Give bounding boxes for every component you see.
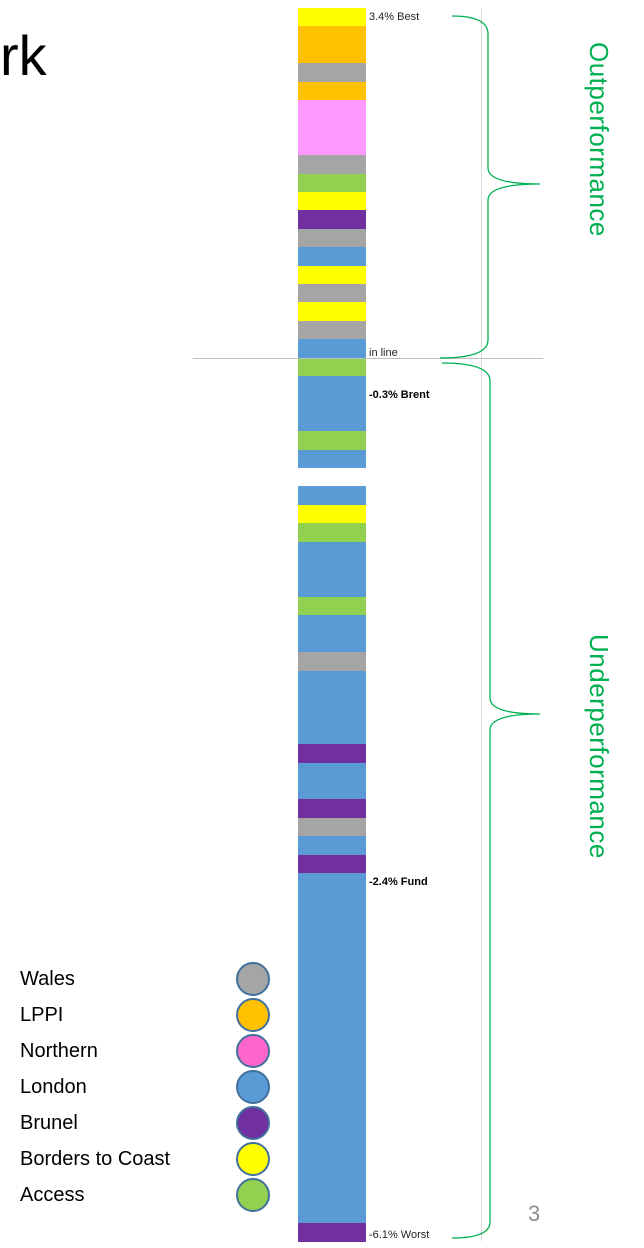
bar-segment-borders-to-coast bbox=[298, 504, 366, 524]
pink-circle-icon bbox=[236, 1034, 270, 1068]
bar-segment-lppi bbox=[298, 81, 366, 101]
bar-segment-london bbox=[298, 836, 366, 856]
bar-segment-london bbox=[298, 486, 366, 506]
bar-segment-wales bbox=[298, 284, 366, 304]
purple-circle-icon bbox=[236, 1106, 270, 1140]
slide-title-fragment: rk bbox=[0, 24, 47, 87]
bar-segment-brunel bbox=[298, 210, 366, 230]
bar-segment-london bbox=[298, 670, 366, 745]
ranked-bar-stack bbox=[298, 8, 366, 1242]
outperformance-label: Outperformance bbox=[584, 42, 614, 237]
bar-segment-access bbox=[298, 523, 366, 543]
page-number: 3 bbox=[528, 1201, 541, 1226]
bar-segment-wales bbox=[298, 155, 366, 175]
bar-segment-borders-to-coast bbox=[298, 302, 366, 322]
legend-label-london: London bbox=[20, 1076, 87, 1098]
legend-label-wales: Wales bbox=[20, 968, 75, 990]
worst-marker-label: -6.1% Worst bbox=[369, 1229, 430, 1241]
bar-segment-northern bbox=[298, 100, 366, 156]
in-line-divider bbox=[193, 358, 543, 359]
bar-segment-brunel bbox=[298, 854, 366, 874]
bar-segment-london bbox=[298, 762, 366, 800]
bar-segment-borders-to-coast bbox=[298, 192, 366, 212]
bar-segment-london bbox=[298, 615, 366, 653]
bar-segment-wales bbox=[298, 652, 366, 672]
bar-segment-london bbox=[298, 449, 366, 469]
orange-circle-icon bbox=[236, 998, 270, 1032]
blue-circle-icon bbox=[236, 1070, 270, 1104]
bar-segment-access bbox=[298, 357, 366, 377]
bar-segment-london bbox=[298, 376, 366, 432]
bar-segment-borders-to-coast bbox=[298, 265, 366, 285]
best-marker-label: 3.4% Best bbox=[369, 11, 420, 23]
bar-segment-london bbox=[298, 872, 366, 1224]
inline-marker-label: in line bbox=[369, 347, 398, 359]
underperformance-label: Underperformance bbox=[584, 634, 614, 859]
bar-segment-access bbox=[298, 431, 366, 451]
yellow-circle-icon bbox=[236, 1142, 270, 1176]
bar-segment-london bbox=[298, 339, 366, 359]
bar-segment-brunel bbox=[298, 1222, 366, 1242]
bar-segment-access bbox=[298, 596, 366, 616]
bar-segment-brunel bbox=[298, 799, 366, 819]
brent-marker-label: -0.3% Brent bbox=[369, 389, 430, 401]
bar-segment-wales bbox=[298, 228, 366, 248]
bar-segment-lppi bbox=[298, 26, 366, 64]
legend-label-brunel: Brunel bbox=[20, 1112, 78, 1134]
bar-segment-wales bbox=[298, 63, 366, 83]
legend-label-access: Access bbox=[20, 1184, 85, 1206]
bar-segment-wales bbox=[298, 320, 366, 340]
gray-circle-icon bbox=[236, 962, 270, 996]
vertical-gridline bbox=[481, 8, 482, 1241]
underperformance-bracket bbox=[441, 362, 541, 1239]
bar-segment-borders-to-coast bbox=[298, 8, 366, 27]
bar-segment-london bbox=[298, 247, 366, 267]
bar-segment-london bbox=[298, 541, 366, 598]
legend-label-northern: Northern bbox=[20, 1040, 98, 1062]
bar-segment-access bbox=[298, 173, 366, 193]
fund-marker-label: -2.4% Fund bbox=[369, 876, 428, 888]
bar-segment-gap bbox=[298, 468, 366, 488]
outperformance-bracket bbox=[439, 15, 541, 359]
green-circle-icon bbox=[236, 1178, 270, 1212]
bar-segment-brunel bbox=[298, 744, 366, 764]
legend-label-borders-to-coast: Borders to Coast bbox=[20, 1148, 171, 1170]
legend-label-lppi: LPPI bbox=[20, 1004, 64, 1026]
bar-segment-wales bbox=[298, 817, 366, 837]
